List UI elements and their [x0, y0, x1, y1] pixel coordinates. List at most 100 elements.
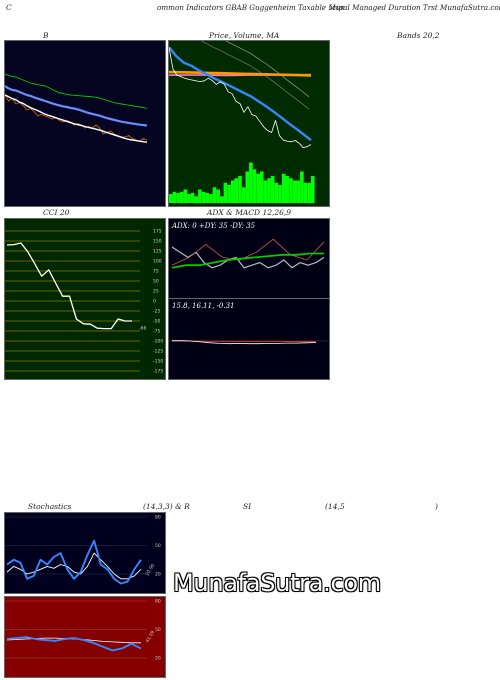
- stoch-ytick-label: 20: [155, 572, 161, 578]
- volume-bar: [234, 178, 239, 204]
- volume-bar: [230, 180, 235, 203]
- cci-chart: 175 150 125 100 75 50 25 0 -25 -50 -75 -100 -125 -150…: [5, 229, 163, 375]
- adx-text: ADX: 0 +DY: 35 -DY: 35: [171, 222, 256, 230]
- volume-bar: [190, 192, 195, 203]
- header-segment-3: icipal Managed Duration Trst MunafaSutra…: [330, 3, 500, 12]
- volume-bar: [307, 182, 311, 204]
- ma-orange-line: [169, 70, 312, 77]
- cci-ytick-label: 100: [153, 259, 162, 265]
- volume-bar: [201, 191, 206, 204]
- price-volume-title: Price, Volume, MA: [209, 31, 280, 40]
- volume-bar: [223, 182, 228, 204]
- stochastics-panel: 80 50 20 20.90: [4, 512, 166, 594]
- volume-bar: [220, 196, 224, 204]
- adx-macd-title: ADX & MACD 12,26,9: [207, 208, 292, 217]
- bb-lower-line: [5, 94, 148, 142]
- price-line: [169, 47, 312, 148]
- stoch-title-b: (14,3,3) & R: [143, 502, 190, 511]
- volume-bar: [256, 173, 260, 204]
- watermark: MunafaSutra.com: [173, 569, 381, 597]
- bb-upper-line: [5, 73, 148, 109]
- rsi-line: [6, 636, 142, 652]
- macd-line: [172, 340, 317, 345]
- price-volume-panel: [168, 40, 330, 207]
- volume-bar: [292, 180, 297, 203]
- stoch-ytick-label: 80: [155, 515, 161, 521]
- price-volume-chart: [169, 41, 315, 204]
- rsi-ytick-label: 50: [155, 627, 161, 633]
- bollinger-bands-panel: [4, 40, 166, 207]
- ma-gray-line-2: [225, 41, 310, 98]
- cci-line: [6, 242, 132, 330]
- volume-bar: [205, 192, 209, 203]
- volume-bar: [249, 162, 253, 203]
- cci-ytick-label: 125: [153, 249, 162, 255]
- cci-ytick-label: -25: [153, 309, 160, 315]
- cci-title: CCI 20: [43, 208, 70, 217]
- volume-bar: [176, 192, 180, 203]
- volume-bar: [303, 182, 308, 204]
- volume-bar: [278, 185, 282, 203]
- cci-ytick-label: 25: [153, 289, 159, 295]
- adx-minus-dy-line: [171, 246, 325, 269]
- volume-bar: [263, 180, 268, 203]
- stoch-title-e: ): [435, 502, 438, 511]
- cci-ytick-label: 75: [153, 269, 159, 275]
- header-segment-1: C: [6, 3, 12, 12]
- volume-bar: [300, 171, 304, 203]
- bollinger-bands-chart: [5, 73, 148, 143]
- cci-ytick-label: -100: [153, 339, 163, 345]
- volume-bar: [179, 191, 184, 204]
- rsi-ytick-label: 20: [155, 656, 161, 662]
- bands-title-left: B: [43, 31, 49, 40]
- ma-gray-line: [200, 41, 310, 110]
- volume-bar: [238, 176, 242, 203]
- volume-bar: [281, 173, 286, 204]
- header-segment-2: ommon Indicators GBAB Guggenheim Taxable…: [157, 3, 345, 12]
- volume-bar: [241, 187, 246, 203]
- stoch-title-d: (14,5: [325, 502, 345, 511]
- cci-ytick-label: 175: [153, 229, 162, 235]
- bb-middle-line: [5, 85, 148, 127]
- volume-bar: [194, 196, 199, 204]
- volume-bar: [267, 178, 271, 204]
- volume-bar: [216, 189, 220, 203]
- volume-bar: [209, 194, 213, 203]
- volume-bar: [289, 178, 293, 204]
- cci-ytick-label: 0: [153, 299, 156, 305]
- cci-ytick-label: 50: [153, 279, 159, 285]
- volume-bar: [172, 191, 177, 204]
- volume-bar: [227, 185, 231, 203]
- volume-bar: [245, 171, 250, 203]
- volume-bar: [212, 187, 217, 203]
- adx-panel: ADX: 0 +DY: 35 -DY: 35: [168, 218, 330, 300]
- volume-bar: [187, 194, 191, 203]
- cci-ytick-label: -50: [153, 319, 160, 325]
- cci-last-label: -66: [139, 325, 146, 331]
- stoch-k-line: [6, 539, 142, 585]
- volume-bar: [270, 176, 275, 203]
- cci-ytick-label: 150: [153, 239, 162, 245]
- volume-bar: [274, 182, 279, 204]
- stoch-d-line: [6, 552, 142, 580]
- adx-line: [171, 252, 324, 269]
- adx-plus-dy-line: [171, 238, 325, 266]
- bb-price-line: [5, 94, 148, 143]
- rsi-last-label: 41.09: [145, 630, 157, 644]
- stoch-last-label: 20.90: [145, 563, 157, 577]
- stoch-title-a: Stochastics: [28, 502, 72, 511]
- rsi-panel: 80 50 20 41.09: [4, 596, 166, 678]
- rsi-ytick-label: 80: [155, 599, 161, 605]
- macd-panel: 15.8, 16.11, -0.31: [168, 298, 330, 380]
- cci-ytick-label: -175: [153, 369, 163, 375]
- cci-panel: 175 150 125 100 75 50 25 0 -25 -50 -75 -100 -125 -150…: [4, 218, 166, 380]
- cci-ytick-label: -150: [153, 359, 163, 365]
- volume-bar: [260, 171, 264, 203]
- cci-ytick-label: -75: [153, 329, 160, 335]
- cci-ytick-label: -125: [153, 349, 163, 355]
- macd-text: 15.8, 16.11, -0.31: [172, 302, 234, 310]
- stoch-ytick-label: 50: [155, 543, 161, 549]
- volume-bar: [252, 169, 257, 204]
- stoch-title-c: SI: [243, 502, 252, 511]
